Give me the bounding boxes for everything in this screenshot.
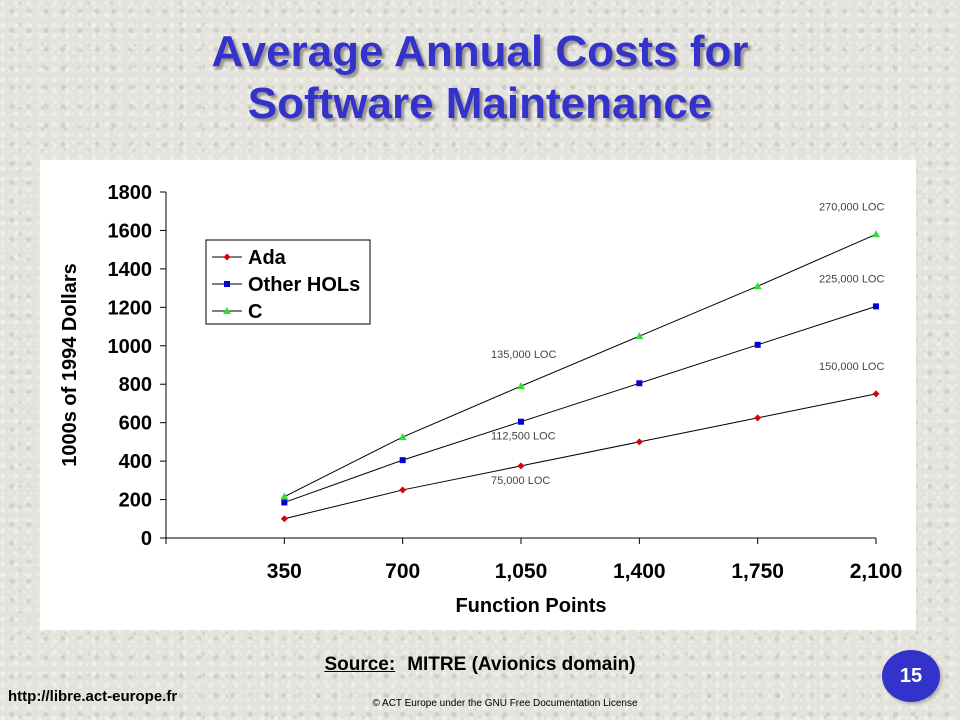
legend-label-ada: Ada: [248, 247, 287, 269]
legend-label-c: C: [248, 301, 262, 323]
series-line-ada: [284, 393, 877, 520]
point-ada: [754, 414, 762, 422]
series-line-other-hols: [284, 305, 877, 503]
loc-annotation: 75,000 LOC: [491, 475, 550, 487]
axes-layer: 0 200 400 600 800 1000 1200 1400 1600 1800 350 700 1…: [59, 182, 902, 617]
point-other-hols: [518, 418, 524, 425]
legend-box: [205, 239, 371, 325]
legend-marker-ada: [223, 253, 231, 261]
y-tick-label: 600: [119, 413, 152, 435]
slide-title: Average Annual Costs for Software Mainte…: [0, 26, 960, 130]
point-ada: [280, 515, 288, 523]
y-tick-label: 1000: [108, 336, 153, 358]
slide-title-line2: Software Maintenance: [247, 79, 713, 128]
point-c: [517, 382, 525, 390]
footer-copyright: © ACT Europe under the GNU Free Document…: [372, 698, 638, 709]
loc-annotation: 225,000 LOC: [819, 273, 884, 285]
line-chart: 0 200 400 600 800 1000 1200 1400 1600 1800 350 700 1…: [59, 182, 902, 617]
lines-layer: [284, 233, 877, 520]
y-tick-label: 200: [119, 490, 152, 512]
point-other-hols: [399, 457, 406, 464]
point-other-hols: [636, 380, 643, 387]
point-ada: [635, 438, 643, 446]
markers-layer: [280, 230, 880, 523]
legend-marker-other-hols: [224, 281, 230, 287]
y-tick-label: 0: [141, 528, 152, 550]
x-tick-label: 1,400: [613, 560, 666, 583]
x-tick-label: 1,750: [731, 560, 784, 583]
source-text: MITRE (Avionics domain): [407, 654, 636, 675]
y-tick-label: 800: [119, 374, 152, 396]
y-tick-label: 400: [119, 451, 152, 473]
y-tick-label: 1800: [108, 182, 153, 204]
source-label: Source:: [324, 654, 396, 675]
y-tick-label: 1200: [108, 297, 153, 319]
point-c: [398, 433, 407, 441]
footer-url[interactable]: http://libre.act-europe.fr: [8, 688, 178, 705]
point-ada: [399, 486, 407, 494]
point-other-hols: [281, 499, 288, 506]
point-ada: [872, 390, 880, 398]
y-axis-label: 1000s of 1994 Dollars: [59, 263, 81, 466]
loc-annotation: 112,500 LOC: [491, 431, 556, 443]
x-tick-label: 350: [267, 560, 302, 583]
point-c: [753, 282, 762, 290]
point-c: [635, 332, 644, 340]
legend-marker-c: [223, 307, 231, 314]
y-tick-label: 1600: [108, 220, 153, 242]
point-other-hols: [754, 341, 761, 348]
point-ada: [517, 462, 525, 470]
x-axis-label: Function Points: [455, 595, 606, 617]
series-line-c: [284, 233, 877, 498]
page-number-badge: 15: [882, 650, 940, 702]
x-tick-label: 700: [385, 560, 420, 583]
x-tick-label: 1,050: [495, 560, 548, 583]
slide-title-line1: Average Annual Costs for: [211, 27, 749, 76]
loc-annotation: 270,000 LOC: [819, 201, 884, 213]
loc-annotation: 150,000 LOC: [819, 361, 884, 373]
source-line: Source: MITRE (Avionics domain): [0, 654, 960, 676]
loc-annotation: 135,000 LOC: [491, 349, 556, 361]
point-other-hols: [873, 303, 879, 310]
point-c: [280, 492, 289, 500]
legend-label-other-hols: Other HOLs: [248, 274, 360, 296]
chart-panel: 0 200 400 600 800 1000 1200 1400 1600 1800 350 700 1…: [40, 160, 916, 630]
x-tick-label: 2,100: [850, 560, 903, 583]
y-tick-label: 1400: [108, 259, 153, 281]
annotations-layer: 270,000 LOC 225,000 LOC 150,000 LOC 135,000…: [491, 201, 884, 487]
legend: Ada Other HOLs C: [205, 239, 371, 325]
point-c: [872, 230, 880, 238]
